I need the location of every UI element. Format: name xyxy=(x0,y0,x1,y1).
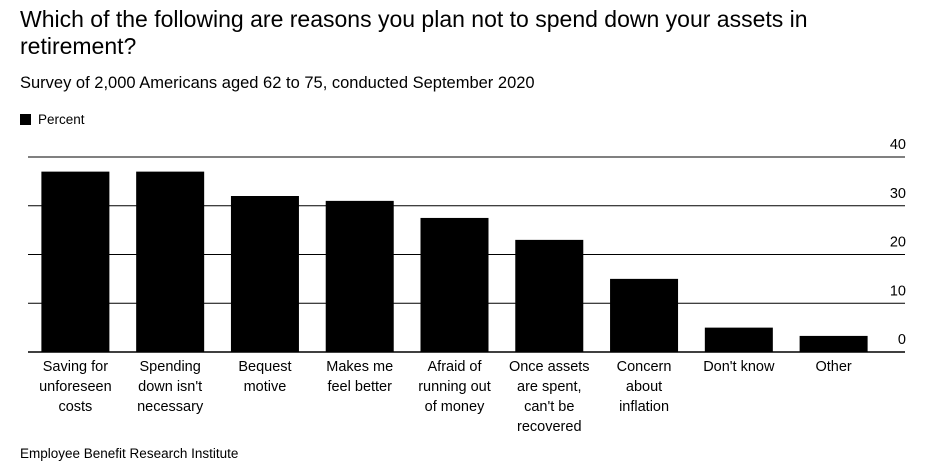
bar xyxy=(515,239,584,352)
legend-swatch xyxy=(20,114,31,125)
bar xyxy=(420,217,489,352)
chart-title: Which of the following are reasons you p… xyxy=(20,6,808,59)
y-tick-label: 30 xyxy=(890,186,906,202)
category-label: Makes me feel better xyxy=(326,359,393,395)
bar xyxy=(41,171,110,352)
category-label: Once assets are spent, can't be recovered xyxy=(509,359,590,435)
category-label: Afraid of running out of money xyxy=(418,359,491,415)
category-label: Other xyxy=(815,359,851,375)
bar xyxy=(704,327,773,352)
category-label: Bequest motive xyxy=(238,359,291,395)
source-note: Employee Benefit Research Institute xyxy=(20,446,239,461)
bar xyxy=(325,200,394,352)
category-label: Don't know xyxy=(703,359,775,375)
bar xyxy=(610,278,679,352)
y-tick-label: 0 xyxy=(898,332,906,348)
category-label: Spending down isn't necessary xyxy=(137,359,204,415)
y-tick-label: 40 xyxy=(890,137,906,153)
y-tick-label: 20 xyxy=(890,235,906,251)
chart-subtitle: Survey of 2,000 Americans aged 62 to 75,… xyxy=(20,74,535,92)
legend-label: Percent xyxy=(38,112,85,127)
category-label: Concern about inflation xyxy=(617,359,672,415)
category-label: Saving for unforeseen costs xyxy=(39,359,112,415)
bar xyxy=(799,335,868,352)
y-tick-label: 10 xyxy=(890,283,906,299)
bar xyxy=(136,171,205,352)
legend: Percent xyxy=(20,112,85,127)
bar xyxy=(230,196,299,352)
